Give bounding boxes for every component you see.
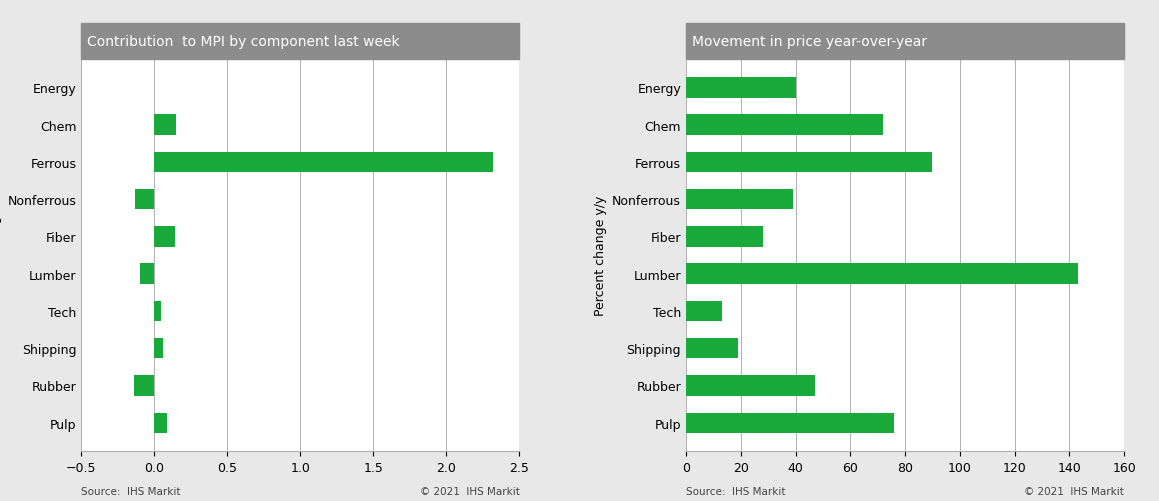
Bar	[154, 152, 493, 173]
Bar	[133, 375, 154, 396]
Bar	[686, 152, 933, 173]
Bar	[686, 413, 894, 433]
Bar	[686, 226, 763, 247]
Bar	[154, 338, 163, 359]
Text: Contribution  to MPI by component last week: Contribution to MPI by component last we…	[87, 35, 400, 49]
Text: Source:  IHS Markit: Source: IHS Markit	[686, 486, 786, 496]
Bar	[686, 375, 815, 396]
Bar	[154, 226, 175, 247]
Bar	[686, 264, 1078, 285]
Bar	[686, 338, 738, 359]
Text: © 2021  IHS Markit: © 2021 IHS Markit	[420, 486, 519, 496]
Bar	[686, 189, 793, 210]
Bar	[154, 115, 176, 136]
Text: Source:  IHS Markit: Source: IHS Markit	[81, 486, 181, 496]
Y-axis label: Percent change: Percent change	[0, 207, 2, 304]
Y-axis label: Percent change y/y: Percent change y/y	[593, 195, 606, 316]
Bar	[686, 301, 722, 322]
Bar	[154, 301, 161, 322]
Text: © 2021  IHS Markit: © 2021 IHS Markit	[1025, 486, 1124, 496]
Bar	[154, 413, 167, 433]
Text: Movement in price year-over-year: Movement in price year-over-year	[692, 35, 927, 49]
Bar	[139, 264, 154, 285]
Bar	[686, 78, 795, 98]
Bar	[686, 115, 883, 136]
Bar	[136, 189, 154, 210]
